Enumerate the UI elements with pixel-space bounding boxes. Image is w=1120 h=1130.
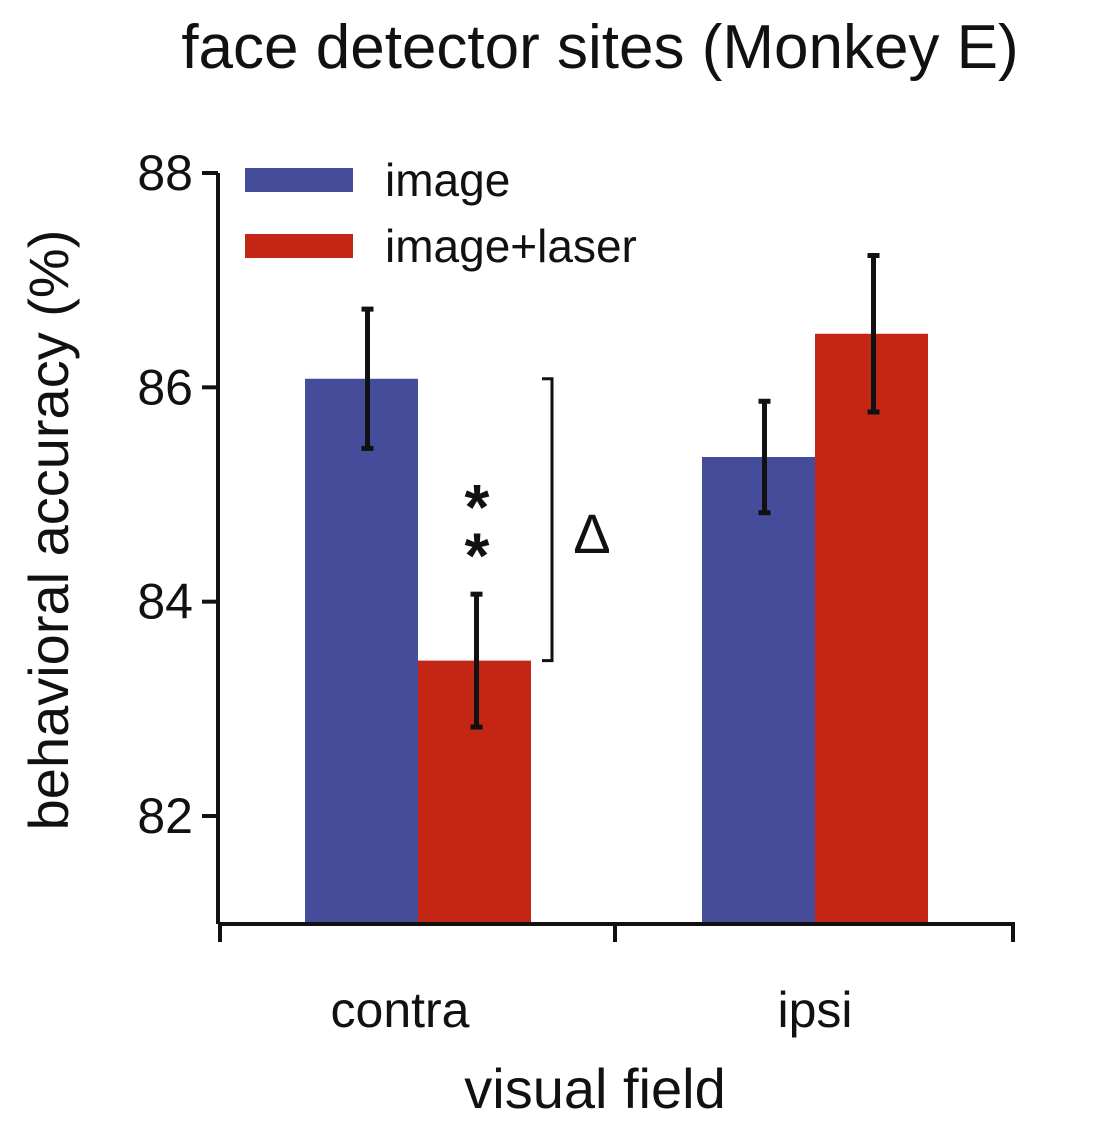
legend-label-image-laser: image+laser (385, 220, 637, 272)
y-tick-label-84: 84 (137, 574, 193, 630)
bar-contra-image (305, 378, 418, 924)
axes: 82 84 86 88 contra ipsi (137, 145, 1015, 1038)
legend-swatch-image-laser (245, 234, 353, 258)
y-axis-label: behavioral accuracy (%) (17, 230, 80, 831)
x-axis-label: visual field (464, 1057, 725, 1120)
y-tick-label-86: 86 (137, 359, 193, 415)
significance-asterisk-bottom: * (465, 519, 490, 591)
bar-ipsi-image-laser (815, 333, 928, 924)
bars (305, 333, 928, 924)
legend-swatch-image (245, 168, 353, 192)
y-tick-label-82: 82 (137, 788, 193, 844)
x-tick-label-ipsi: ipsi (777, 982, 852, 1038)
significance-asterisk-top: * (465, 471, 490, 543)
delta-bracket (542, 377, 554, 663)
x-tick-label-contra: contra (331, 982, 470, 1038)
y-tick-label-88: 88 (137, 145, 193, 201)
legend: image image+laser (245, 154, 637, 272)
legend-label-image: image (385, 154, 510, 206)
delta-label: Δ (573, 502, 610, 565)
bar-ipsi-image (702, 456, 815, 924)
annotations: ** Δ (465, 377, 611, 663)
error-bars (361, 253, 880, 730)
chart-title: face detector sites (Monkey E) (181, 13, 1018, 82)
